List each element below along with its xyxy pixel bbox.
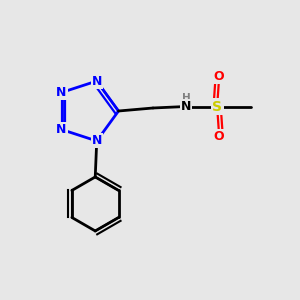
Text: S: S — [212, 100, 223, 113]
Text: O: O — [214, 130, 224, 143]
Text: H: H — [182, 93, 190, 103]
Text: N: N — [92, 74, 102, 88]
Text: N: N — [92, 134, 102, 148]
Text: N: N — [181, 100, 191, 113]
Text: O: O — [214, 70, 224, 83]
Text: N: N — [56, 123, 67, 136]
Text: N: N — [56, 86, 67, 99]
